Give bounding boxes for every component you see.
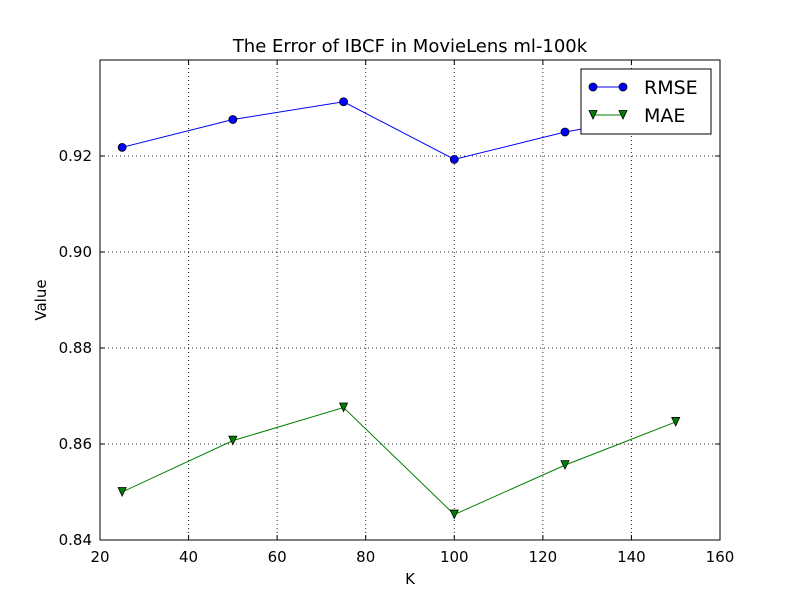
legend: RMSE MAE [580,68,712,135]
x-tick-label: 160 [706,548,735,566]
x-tick-label: 20 [90,548,109,566]
data-point-rmse [339,97,348,107]
y-tick-label: 0.86 [59,435,92,453]
data-point-rmse [449,154,459,164]
y-tick-label: 0.88 [59,339,92,357]
grid [100,60,720,540]
legend-marker-mae [588,110,598,120]
y-tick-label: 0.92 [59,147,92,165]
y-axis-label: Value [32,279,50,320]
x-tick-label: 80 [356,548,375,566]
data-point-mae [560,460,570,471]
x-tick-label: 140 [617,548,646,566]
legend-marker-rmse [618,82,628,92]
legend-box [580,68,712,135]
data-point-mae [117,487,127,497]
x-tick-label: 60 [268,548,287,566]
x-tick-label: 40 [179,548,198,566]
series-line-mae [121,406,676,516]
chart-title: The Error of IBCF in MovieLens ml-100k [232,36,588,57]
legend-marker-mae [618,110,628,120]
x-tick-label: 100 [440,548,469,566]
data-point-rmse [228,115,238,124]
x-tick-label: 120 [529,548,558,566]
y-tick-label: 0.84 [59,531,92,549]
legend-label-rmse: RMSE [644,77,698,99]
plot-area-frame [99,59,721,541]
data-point-mae [228,435,238,446]
y-tick-label: 0.90 [59,243,92,261]
data-point-rmse [117,142,127,152]
data-point-mae [449,509,459,520]
x-axis-label: K [405,570,416,588]
data-point-mae [338,402,349,413]
legend-label-mae: MAE [644,105,685,127]
legend-marker-rmse [588,82,598,92]
ticks: 20 40 60 80 100 120 140 160 0.84 0.86 0.88 0.90 0.92 [59,60,735,566]
data-point-mae [671,417,681,427]
data-point-rmse [560,127,570,137]
